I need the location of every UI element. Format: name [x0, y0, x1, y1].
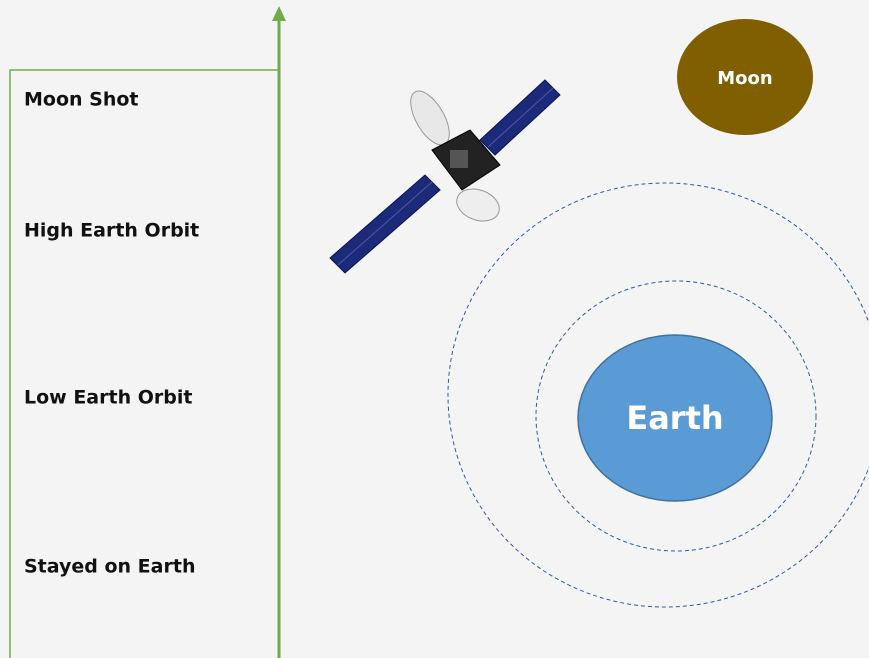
- level-label: High Earth Orbit: [24, 220, 199, 242]
- level-label: Stayed on Earth: [24, 556, 195, 578]
- level-label: Low Earth Orbit: [24, 387, 192, 409]
- earth-label: Earth: [626, 399, 723, 437]
- diagram: Moon Shot High Earth Orbit Low Earth Orb…: [0, 0, 869, 658]
- level-label: Moon Shot: [24, 89, 139, 111]
- moon-label: Moon: [717, 68, 772, 89]
